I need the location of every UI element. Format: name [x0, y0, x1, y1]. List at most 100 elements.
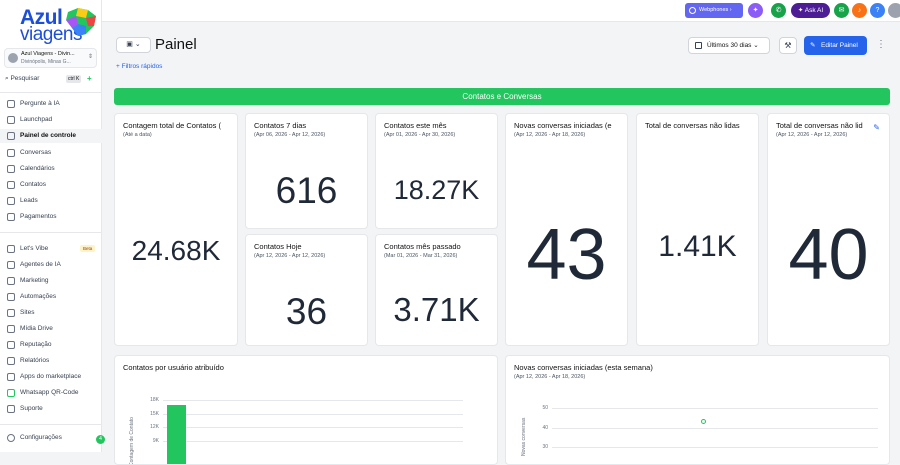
megaphone-icon[interactable]: ✦ [748, 3, 763, 18]
sidebar-item-payments[interactable]: Pagamentos [0, 210, 102, 224]
grid-line [163, 414, 463, 415]
chat-bubble-icon[interactable]: ✉ [834, 3, 849, 18]
account-switcher[interactable]: Azul Viagens - Divin... Divinópolis, Min… [4, 48, 97, 68]
magic-wand-icon: ⚒ [784, 41, 791, 50]
date-range-select[interactable]: Últimos 30 dias ⌄ [688, 37, 770, 54]
card-total-contacts[interactable]: Contagem total de Contatos ( (Até a data… [114, 113, 238, 346]
sidebar-item-ask-ai[interactable]: Pergunte à IA [0, 97, 102, 111]
chart-bar[interactable] [167, 405, 186, 465]
sidebar-item-dashboard[interactable]: Painel de controle [0, 129, 102, 143]
card-title: Contatos Hoje [254, 242, 361, 251]
more-options-icon[interactable]: ⋮ [876, 39, 886, 50]
y-tick-label: 40 [526, 425, 548, 431]
card-value: 18.27K [376, 177, 497, 204]
marketing-icon [7, 277, 15, 285]
sidebar-item-marketing[interactable]: Marketing [0, 274, 102, 288]
brazil-map-icon [64, 6, 98, 38]
sidebar-item-support[interactable]: Suporte [0, 402, 102, 416]
apps-icon [7, 373, 15, 381]
phone-icon[interactable]: ✆ [771, 3, 786, 18]
help-icon[interactable]: ? [870, 3, 885, 18]
edit-card-icon[interactable]: ✎ [873, 123, 880, 132]
sidebar-item-media-drive[interactable]: Mídia Drive [0, 322, 102, 336]
user-avatar[interactable] [888, 3, 900, 18]
card-unread-conversations-2[interactable]: Total de conversas não lid (Apr 12, 2026… [767, 113, 890, 346]
card-contacts-this-month[interactable]: Contatos este mês (Apr 01, 2026 - Apr 30… [375, 113, 498, 229]
contacts-icon [7, 181, 15, 189]
card-contacts-today[interactable]: Contatos Hoje (Apr 12, 2026 - Apr 12, 20… [245, 234, 368, 346]
sidebar-item-sites[interactable]: Sites [0, 306, 102, 320]
sparkle-icon [7, 100, 15, 108]
card-subtitle: (Até a data) [123, 132, 152, 138]
view-selector-button[interactable]: ▣ ⌄ [116, 37, 151, 53]
y-tick-label: 15K [135, 411, 159, 417]
y-axis-label: Contagem de Contato [129, 417, 135, 465]
chart-card-new-conversations-week[interactable]: Novas conversas iniciadas (esta semana) … [505, 355, 890, 465]
y-tick-label: 18K [135, 397, 159, 403]
media-icon [7, 325, 15, 333]
account-avatar [8, 53, 18, 63]
card-contacts-last-month[interactable]: Contatos mês passado (Mar 01, 2026 - Mar… [375, 234, 498, 346]
search-button[interactable]: ⌕ Pesquisar ctrl K + [5, 75, 97, 86]
sidebar-item-launchpad[interactable]: Launchpad [0, 113, 102, 127]
bell-icon[interactable]: ♪ [852, 3, 867, 18]
search-label: Pesquisar [10, 75, 39, 82]
brand-logo[interactable]: Azul viagens [6, 4, 98, 46]
sidebar-item-settings[interactable]: Configurações [0, 431, 102, 445]
sidebar-item-reports[interactable]: Relatórios [0, 354, 102, 368]
card-subtitle: (Apr 12, 2026 - Apr 12, 2026) [776, 132, 847, 138]
calendar-icon [7, 165, 15, 173]
sidebar-item-conversations[interactable]: Conversas [0, 146, 102, 160]
chevron-down-icon: ⌄ [135, 41, 141, 48]
search-icon: ⌕ [5, 75, 9, 82]
magic-wand-button[interactable]: ⚒ [779, 37, 797, 54]
card-subtitle: (Apr 01, 2026 - Apr 30, 2026) [384, 132, 455, 138]
y-tick-label: 50 [526, 405, 548, 411]
y-tick-label: 9K [135, 438, 159, 444]
card-unread-conversations[interactable]: Total de conversas não lidas 1.41K [636, 113, 759, 346]
sidebar-item-leads[interactable]: Leads [0, 194, 102, 208]
automation-icon [7, 293, 15, 301]
sidebar-item-whatsapp-qr[interactable]: Whatsapp QR-Code [0, 386, 102, 400]
card-value: 36 [246, 293, 367, 330]
card-title: Contagem total de Contatos ( [123, 121, 231, 130]
card-subtitle: (Apr 12, 2026 - Apr 18, 2026) [514, 132, 585, 138]
sidebar-item-marketplace-apps[interactable]: Apps do marketplace [0, 370, 102, 384]
wrench-icon [7, 405, 15, 413]
dashboard-icon [7, 132, 15, 140]
whatsapp-icon [7, 389, 15, 397]
chevron-updown-icon: ⇕ [88, 53, 93, 60]
card-title: Contatos mês passado [384, 242, 491, 251]
payments-icon [7, 213, 15, 221]
ask-ai-button[interactable]: ✦ Ask AI [791, 3, 830, 18]
sidebar-item-reputation[interactable]: Reputação [0, 338, 102, 352]
card-subtitle: (Apr 12, 2026 - Apr 12, 2026) [254, 253, 325, 259]
sidebar-divider [0, 424, 102, 425]
quick-add-icon[interactable]: + [87, 74, 92, 83]
star-icon [7, 341, 15, 349]
sidebar-item-ai-agents[interactable]: Agentes de IA [0, 258, 102, 272]
sidebar-item-contacts[interactable]: Contatos [0, 178, 102, 192]
chart-point[interactable] [701, 419, 706, 424]
chat-icon [7, 149, 15, 157]
card-title: Contatos 7 dias [254, 121, 361, 130]
sidebar-item-calendars[interactable]: Calendários [0, 162, 102, 176]
sidebar: Azul viagens Azul Viagens - Divin... Div… [0, 0, 102, 452]
grid-line [163, 427, 463, 428]
gear-icon [7, 434, 15, 442]
card-new-conversations[interactable]: Novas conversas iniciadas (e (Apr 12, 20… [505, 113, 628, 346]
grid-line [163, 400, 463, 401]
rocket-icon [7, 116, 15, 124]
edit-dashboard-button[interactable]: ✎Editar Painel [804, 36, 867, 55]
quick-filters-link[interactable]: + Filtros rápidos [116, 63, 162, 70]
sidebar-item-automations[interactable]: Automações [0, 290, 102, 304]
page-title: Painel [155, 36, 197, 53]
card-contacts-7-days[interactable]: Contatos 7 dias (Apr 06, 2026 - Apr 12, … [245, 113, 368, 229]
ai-agent-icon [7, 261, 15, 269]
webphones-button[interactable]: Webphones › [685, 3, 743, 18]
sidebar-divider [0, 232, 102, 233]
grid-line [552, 428, 878, 429]
